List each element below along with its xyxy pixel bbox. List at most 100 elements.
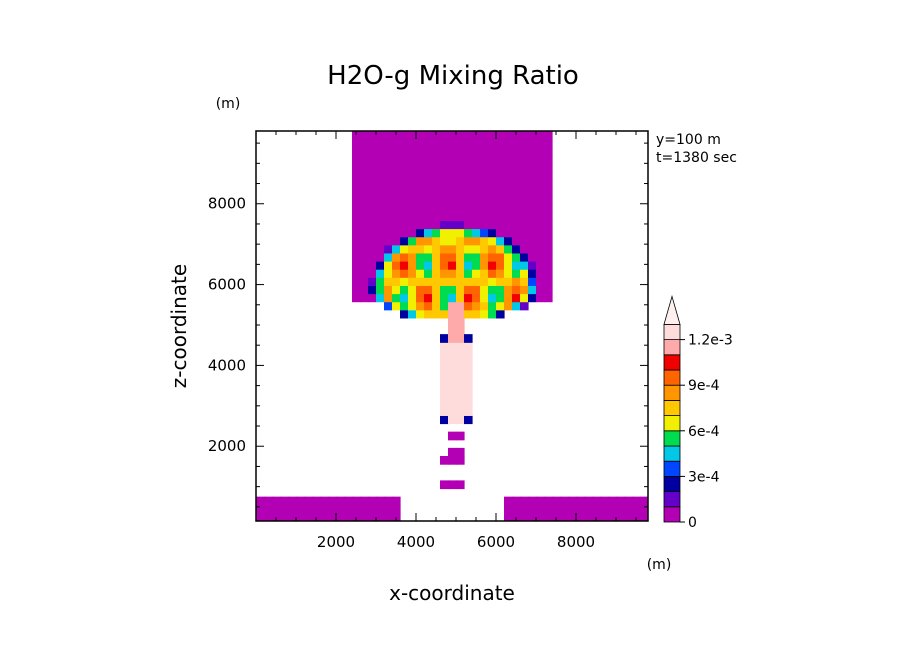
field-cell <box>592 496 601 506</box>
field-cell <box>456 163 465 173</box>
field-cell <box>416 261 425 270</box>
field-cell <box>392 204 401 213</box>
field-cell <box>528 196 537 205</box>
field-cell <box>536 131 545 140</box>
field-cell <box>312 512 321 521</box>
field-cell <box>512 512 521 521</box>
field-cell <box>480 179 489 189</box>
field-cell <box>528 147 537 156</box>
field-cell <box>384 220 393 230</box>
field-cell <box>416 196 425 205</box>
field-cell <box>544 261 553 270</box>
field-cell <box>480 155 489 165</box>
field-cell <box>632 512 641 521</box>
field-cell <box>440 228 449 238</box>
field-cell <box>416 139 425 148</box>
field-cell <box>512 228 521 238</box>
field-cell <box>464 244 473 254</box>
field-cell <box>400 244 409 254</box>
field-cell <box>288 512 297 521</box>
field-cell <box>392 277 401 286</box>
field-cell <box>488 155 497 165</box>
field-cell <box>536 236 545 246</box>
field-cell <box>376 163 385 173</box>
colorbar-swatch <box>663 506 681 523</box>
field-cell <box>544 236 553 246</box>
field-cell <box>608 512 617 521</box>
field-cell <box>400 277 409 286</box>
field-cell <box>504 504 513 514</box>
field-cell <box>448 342 457 351</box>
field-cell <box>424 301 433 311</box>
field-cell <box>544 244 553 254</box>
x-tick-label: 8000 <box>557 533 595 551</box>
field-cell <box>528 220 537 230</box>
field-cell <box>472 261 481 270</box>
field-cell <box>456 147 465 156</box>
field-cell <box>384 204 393 213</box>
field-cell <box>480 196 489 205</box>
field-cell <box>520 285 529 295</box>
field-cell <box>352 187 361 197</box>
field-cell <box>440 212 449 221</box>
field-cell <box>504 228 513 238</box>
field-cell <box>496 228 505 238</box>
field-cell <box>352 131 361 140</box>
field-cell <box>400 261 409 270</box>
field-cell <box>544 496 553 506</box>
field-cell <box>416 244 425 254</box>
colorbar-swatch <box>663 399 681 416</box>
field-cell <box>584 496 593 506</box>
field-cell <box>416 131 425 140</box>
chart-title: H2O-g Mixing Ratio <box>327 61 579 91</box>
field-cell <box>344 512 353 521</box>
field-cell <box>304 512 313 521</box>
field-cell <box>360 131 369 140</box>
field-cell <box>352 293 361 303</box>
field-cell <box>416 277 425 286</box>
field-cell <box>424 171 433 181</box>
field-cell <box>456 301 465 311</box>
field-cell <box>384 277 393 286</box>
field-cell <box>432 187 441 197</box>
field-cell <box>448 277 457 286</box>
field-cell <box>384 147 393 156</box>
field-cell <box>424 163 433 173</box>
field-cell <box>448 220 457 230</box>
field-cell <box>416 252 425 262</box>
field-cell <box>528 131 537 140</box>
field-cell <box>392 496 401 506</box>
field-cell <box>480 285 489 295</box>
field-cell <box>408 163 417 173</box>
field-cell <box>512 187 521 197</box>
field-cell <box>328 496 337 506</box>
field-cell <box>472 228 481 238</box>
field-cell <box>376 269 385 278</box>
field-cell <box>456 220 465 230</box>
field-cell <box>448 374 457 384</box>
field-cell <box>544 155 553 165</box>
field-cell <box>440 163 449 173</box>
field-cell <box>560 504 569 514</box>
field-cell <box>480 147 489 156</box>
field-cell <box>520 293 529 303</box>
field-cell <box>496 293 505 303</box>
field-cell <box>376 204 385 213</box>
field-cell <box>376 261 385 270</box>
field-cell <box>456 382 465 392</box>
field-cell <box>536 196 545 205</box>
field-cell <box>448 139 457 148</box>
field-cell <box>464 147 473 156</box>
field-cell <box>424 179 433 189</box>
field-cell <box>304 496 313 506</box>
field-cell <box>296 496 305 506</box>
field-cell <box>472 187 481 197</box>
field-cell <box>456 431 465 441</box>
field-cell <box>464 155 473 165</box>
field-cell <box>576 496 585 506</box>
field-cell <box>384 163 393 173</box>
field-cell <box>496 220 505 230</box>
field-cell <box>424 244 433 254</box>
field-cell <box>504 179 513 189</box>
field-cell <box>384 139 393 148</box>
